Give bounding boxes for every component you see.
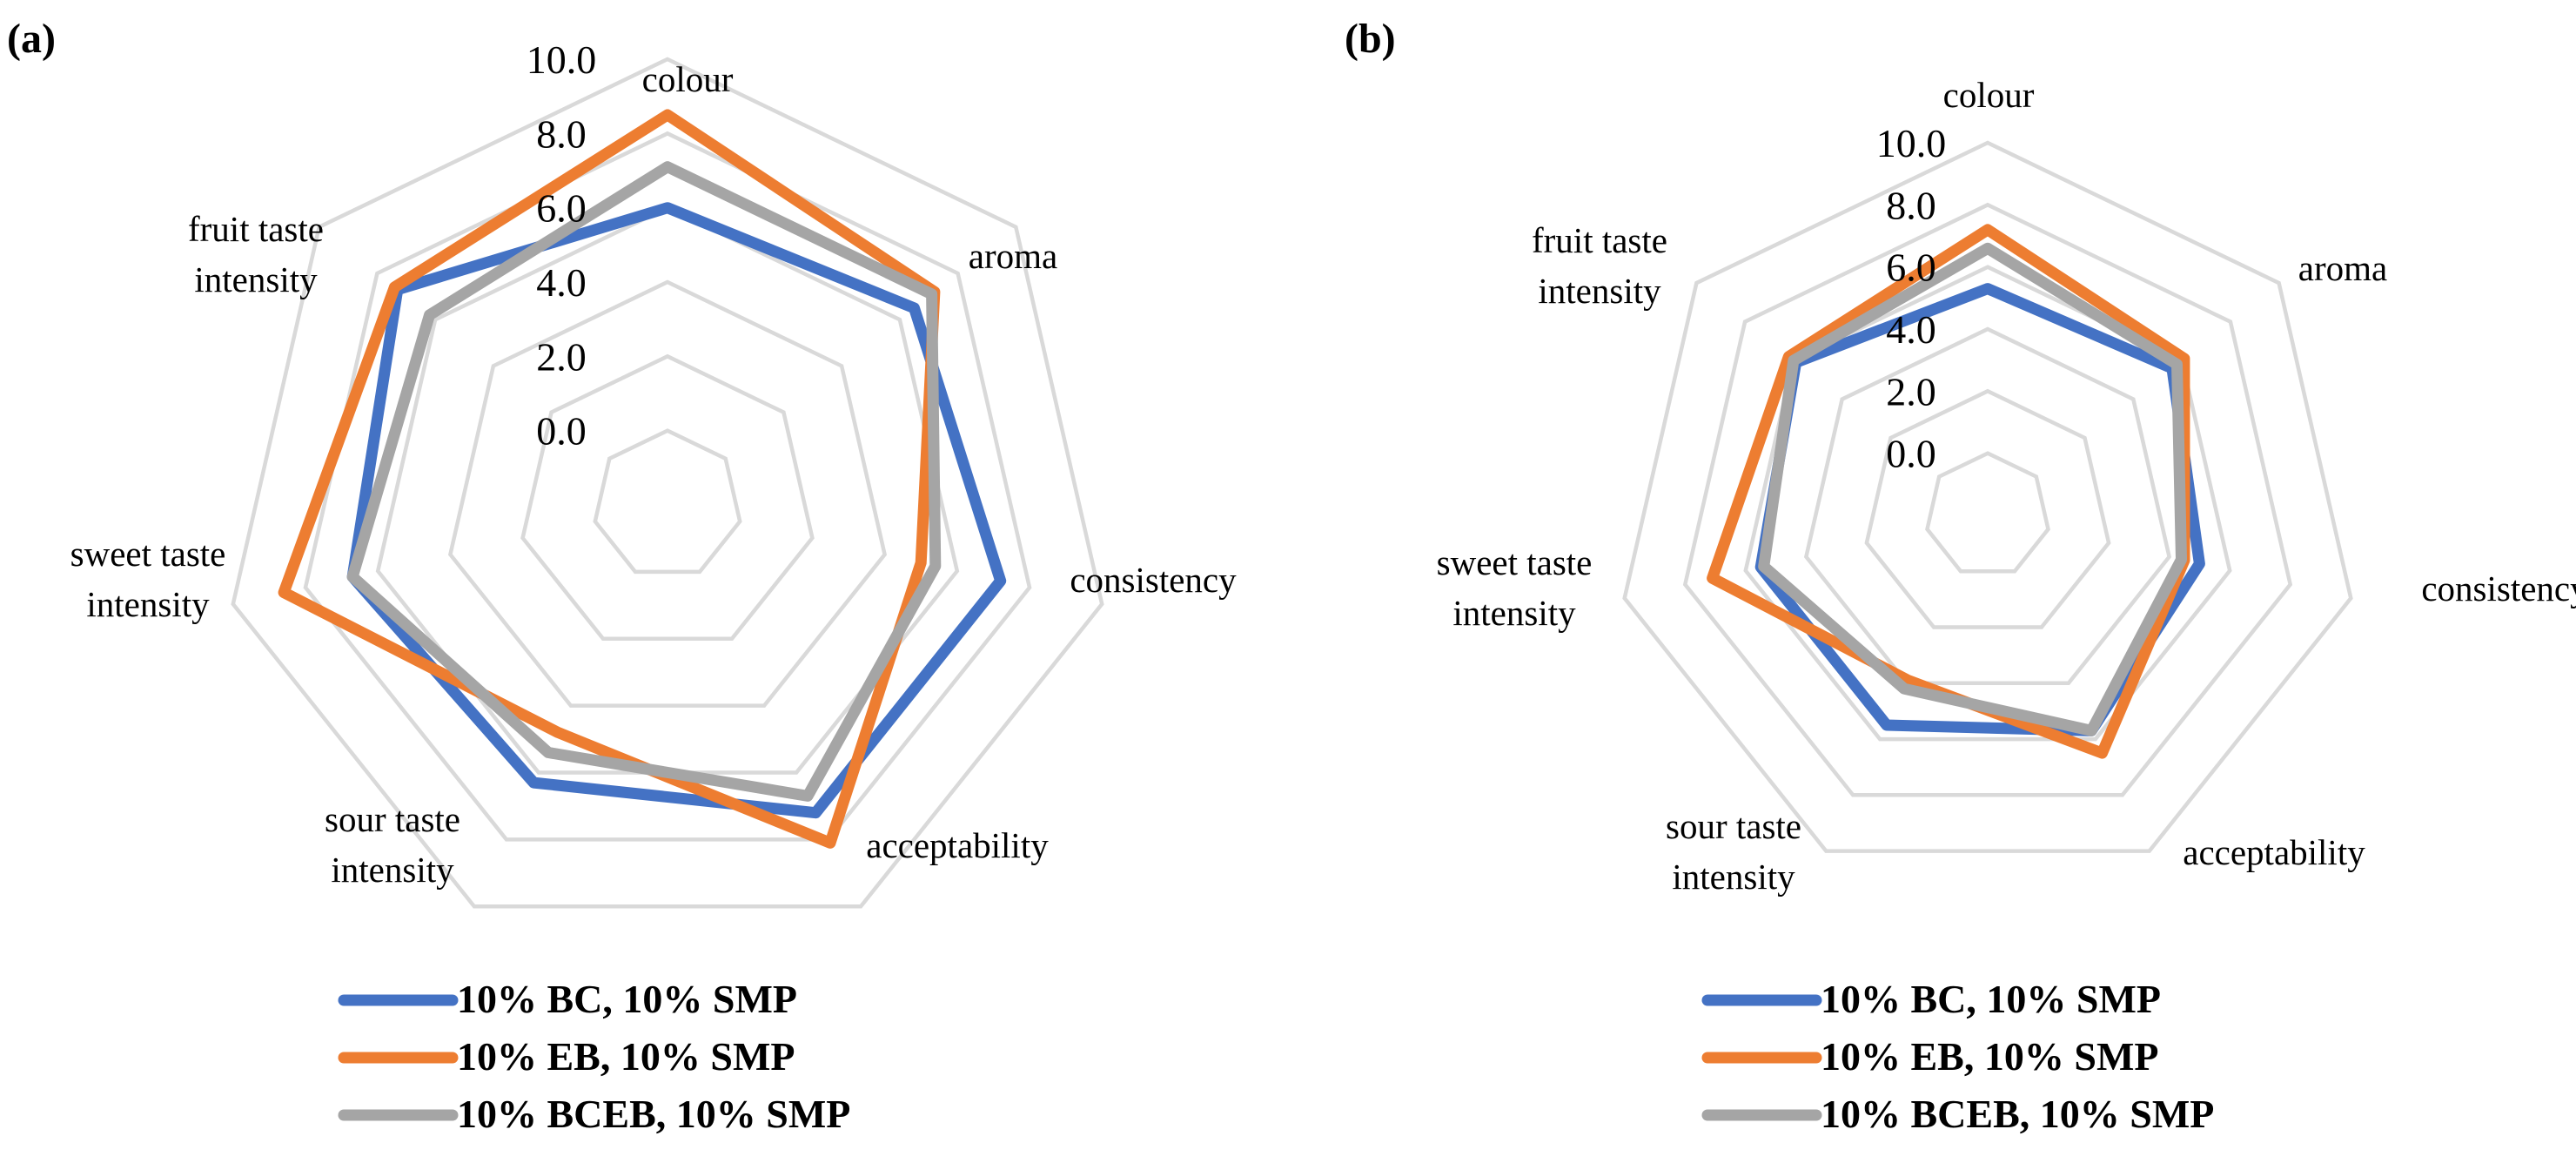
axis-label: acceptability (2183, 832, 2365, 872)
series-line-1 (1754, 283, 2205, 736)
axis-label: consistency (1070, 560, 1237, 600)
grid-ring (1622, 140, 2353, 853)
axis-label: aroma (2298, 248, 2387, 288)
axis-label: sweet taste intensity (1437, 542, 1593, 633)
legend-label: 10% BC, 10% SMP (1821, 977, 2161, 1021)
axis-label: sour taste intensity (1666, 806, 1801, 897)
legend-label: 10% BCEB, 10% SMP (457, 1092, 850, 1136)
axis-label: acceptability (866, 825, 1049, 865)
grid-ring (303, 131, 1032, 842)
legend-label: 10% EB, 10% SMP (1821, 1034, 2158, 1079)
axis-label: consistency (2421, 568, 2576, 608)
tick-label: 2.0 (1886, 369, 1936, 413)
axis-label: fruit taste intensity (1532, 220, 1667, 311)
grid-ring (1803, 326, 2172, 686)
grid-ring (231, 57, 1104, 909)
axis-label: colour (642, 59, 734, 99)
grid-ring (593, 428, 742, 575)
radar-chart-panel-a: (a) 0.0 2.0 4.0 6.0 8.0 10.0 colour aroma consist… (7, 16, 1237, 1136)
axis-label: fruit taste intensity (188, 209, 324, 299)
tick-label: 6.0 (536, 186, 587, 231)
legend-label: 10% EB, 10% SMP (457, 1034, 795, 1079)
tick-label: 0.0 (536, 409, 587, 454)
grid-ring (520, 353, 815, 642)
axis-label: sweet taste intensity (70, 534, 226, 624)
tick-label: 0.0 (1886, 432, 1936, 476)
grid-ring (447, 279, 888, 708)
radar-chart-panel-b: (b) 0.0 2.0 4.0 6.0 8.0 10.0 colour aroma consist… (1345, 16, 2576, 1136)
tick-label: 10.0 (1876, 121, 1947, 165)
tick-label: 6.0 (1886, 245, 1936, 290)
legend-label: 10% BC, 10% SMP (457, 977, 797, 1021)
series-line-3 (1758, 242, 2187, 736)
axis-label: sour taste intensity (325, 799, 460, 890)
panel-label: (a) (7, 16, 56, 62)
axis-label: colour (1943, 75, 2035, 115)
tick-label: 4.0 (1886, 307, 1936, 352)
tick-label: 4.0 (536, 260, 587, 305)
tick-label: 10.0 (527, 37, 597, 82)
panel-label: (b) (1345, 16, 1396, 62)
series-line-3 (346, 161, 942, 802)
axis-label: aroma (969, 236, 1057, 276)
grid-ring (1864, 388, 2111, 629)
tick-label: 8.0 (1886, 183, 1936, 227)
tick-label: 8.0 (536, 111, 587, 156)
legend-label: 10% BCEB, 10% SMP (1821, 1092, 2214, 1136)
tick-label: 2.0 (536, 334, 587, 379)
grid-ring (1925, 451, 2050, 574)
grid-ring (1682, 202, 2293, 797)
